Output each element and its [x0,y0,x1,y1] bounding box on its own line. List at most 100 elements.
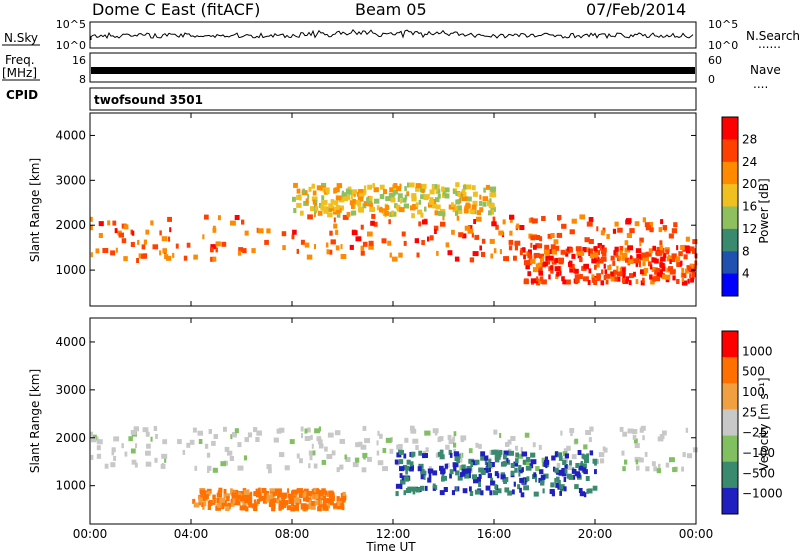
echo-cell [490,477,494,483]
echo-cell [499,433,502,438]
echo-cell [215,505,221,511]
echo-cell [624,240,629,246]
echo-cell [253,427,258,433]
echo-cell [198,439,203,444]
echo-cell [435,187,438,193]
echo-cell [539,276,544,282]
echo-cell [217,502,222,508]
echo-cell [219,497,225,503]
echo-cell [442,211,446,217]
echo-cell [269,488,275,494]
echo-cell [554,467,559,473]
echo-cell [629,273,634,279]
echo-cell [462,185,467,191]
echo-cell [503,454,507,460]
echo-cell [483,467,489,473]
echo-cell [257,228,264,234]
echo-cell [193,254,198,260]
echo-cell [577,450,582,455]
echo-cell [590,248,594,254]
echo-cell [512,489,515,495]
echo-cell [625,219,631,225]
echo-cell [186,242,191,248]
echo-cell [628,280,632,286]
echo-cell [329,249,333,255]
colorbar-segment [722,487,738,515]
echo-cell [420,470,427,476]
echo-cell [278,505,282,511]
echo-cell [223,488,227,494]
echo-cell [150,436,153,442]
echo-cell [244,437,249,443]
x-tick-label: 16:00 [477,527,512,541]
echo-cell [232,498,236,504]
nsearch-tick-bottom: 10^0 [708,39,738,52]
echo-cell [115,247,118,253]
echo-cell [280,494,287,500]
echo-cell [406,459,411,465]
echo-cell [645,225,652,231]
echo-cell [642,217,646,223]
echo-cell [300,426,304,432]
echo-cell [569,247,573,253]
echo-cell [409,205,416,211]
echo-cell [441,186,445,192]
echo-cell [685,427,689,433]
echo-cell [259,495,265,501]
echo-cell [423,474,426,480]
echo-cell [669,269,676,275]
echo-cell [574,268,579,274]
echo-cell [621,252,628,258]
echo-cell [192,427,197,433]
echo-cell [558,455,563,461]
echo-cell [415,202,419,208]
echo-cell [167,216,172,222]
echo-cell [689,246,695,252]
echo-cell [276,428,282,434]
echo-cell [457,209,463,215]
echo-cell [355,236,362,242]
echo-cell [525,456,531,462]
echo-cell [238,247,244,253]
echo-cell [645,251,652,257]
echo-cell [449,452,453,458]
echo-cell [602,227,606,233]
echo-cell [362,452,368,458]
echo-cell [535,466,540,472]
echo-cell [553,466,556,472]
echo-cell [542,261,548,267]
echo-cell [399,473,403,479]
echo-cell [297,488,303,494]
echo-cell [327,503,331,509]
freq-tick-bottom: 8 [79,73,86,86]
echo-cell [692,447,698,453]
echo-cell [651,257,655,263]
echo-cell [676,257,679,263]
echo-cell [333,217,336,223]
echo-cell [240,496,246,502]
echo-cell [261,488,267,493]
echo-cell [312,190,317,196]
echo-cell [530,258,536,264]
echo-cell [469,257,475,263]
colorbar-segment [722,228,738,252]
echo-cell [480,451,486,457]
echo-cell [253,499,257,505]
echo-cell [535,477,538,483]
echo-cell [215,241,221,247]
echo-cell [495,456,499,462]
echo-cell [589,426,594,432]
echo-cell [649,274,653,280]
echo-cell [639,427,644,433]
echo-cell [533,253,537,259]
echo-cell [336,183,343,189]
nsky-trace [90,28,694,40]
x-tick-label: 12:00 [376,527,411,541]
echo-cell [510,463,515,468]
colorbar-segment [722,117,738,140]
echo-cell [388,192,395,198]
echo-cell [235,489,239,495]
echo-cell [533,472,537,478]
echo-cell [255,488,259,494]
echo-cell [389,448,394,454]
